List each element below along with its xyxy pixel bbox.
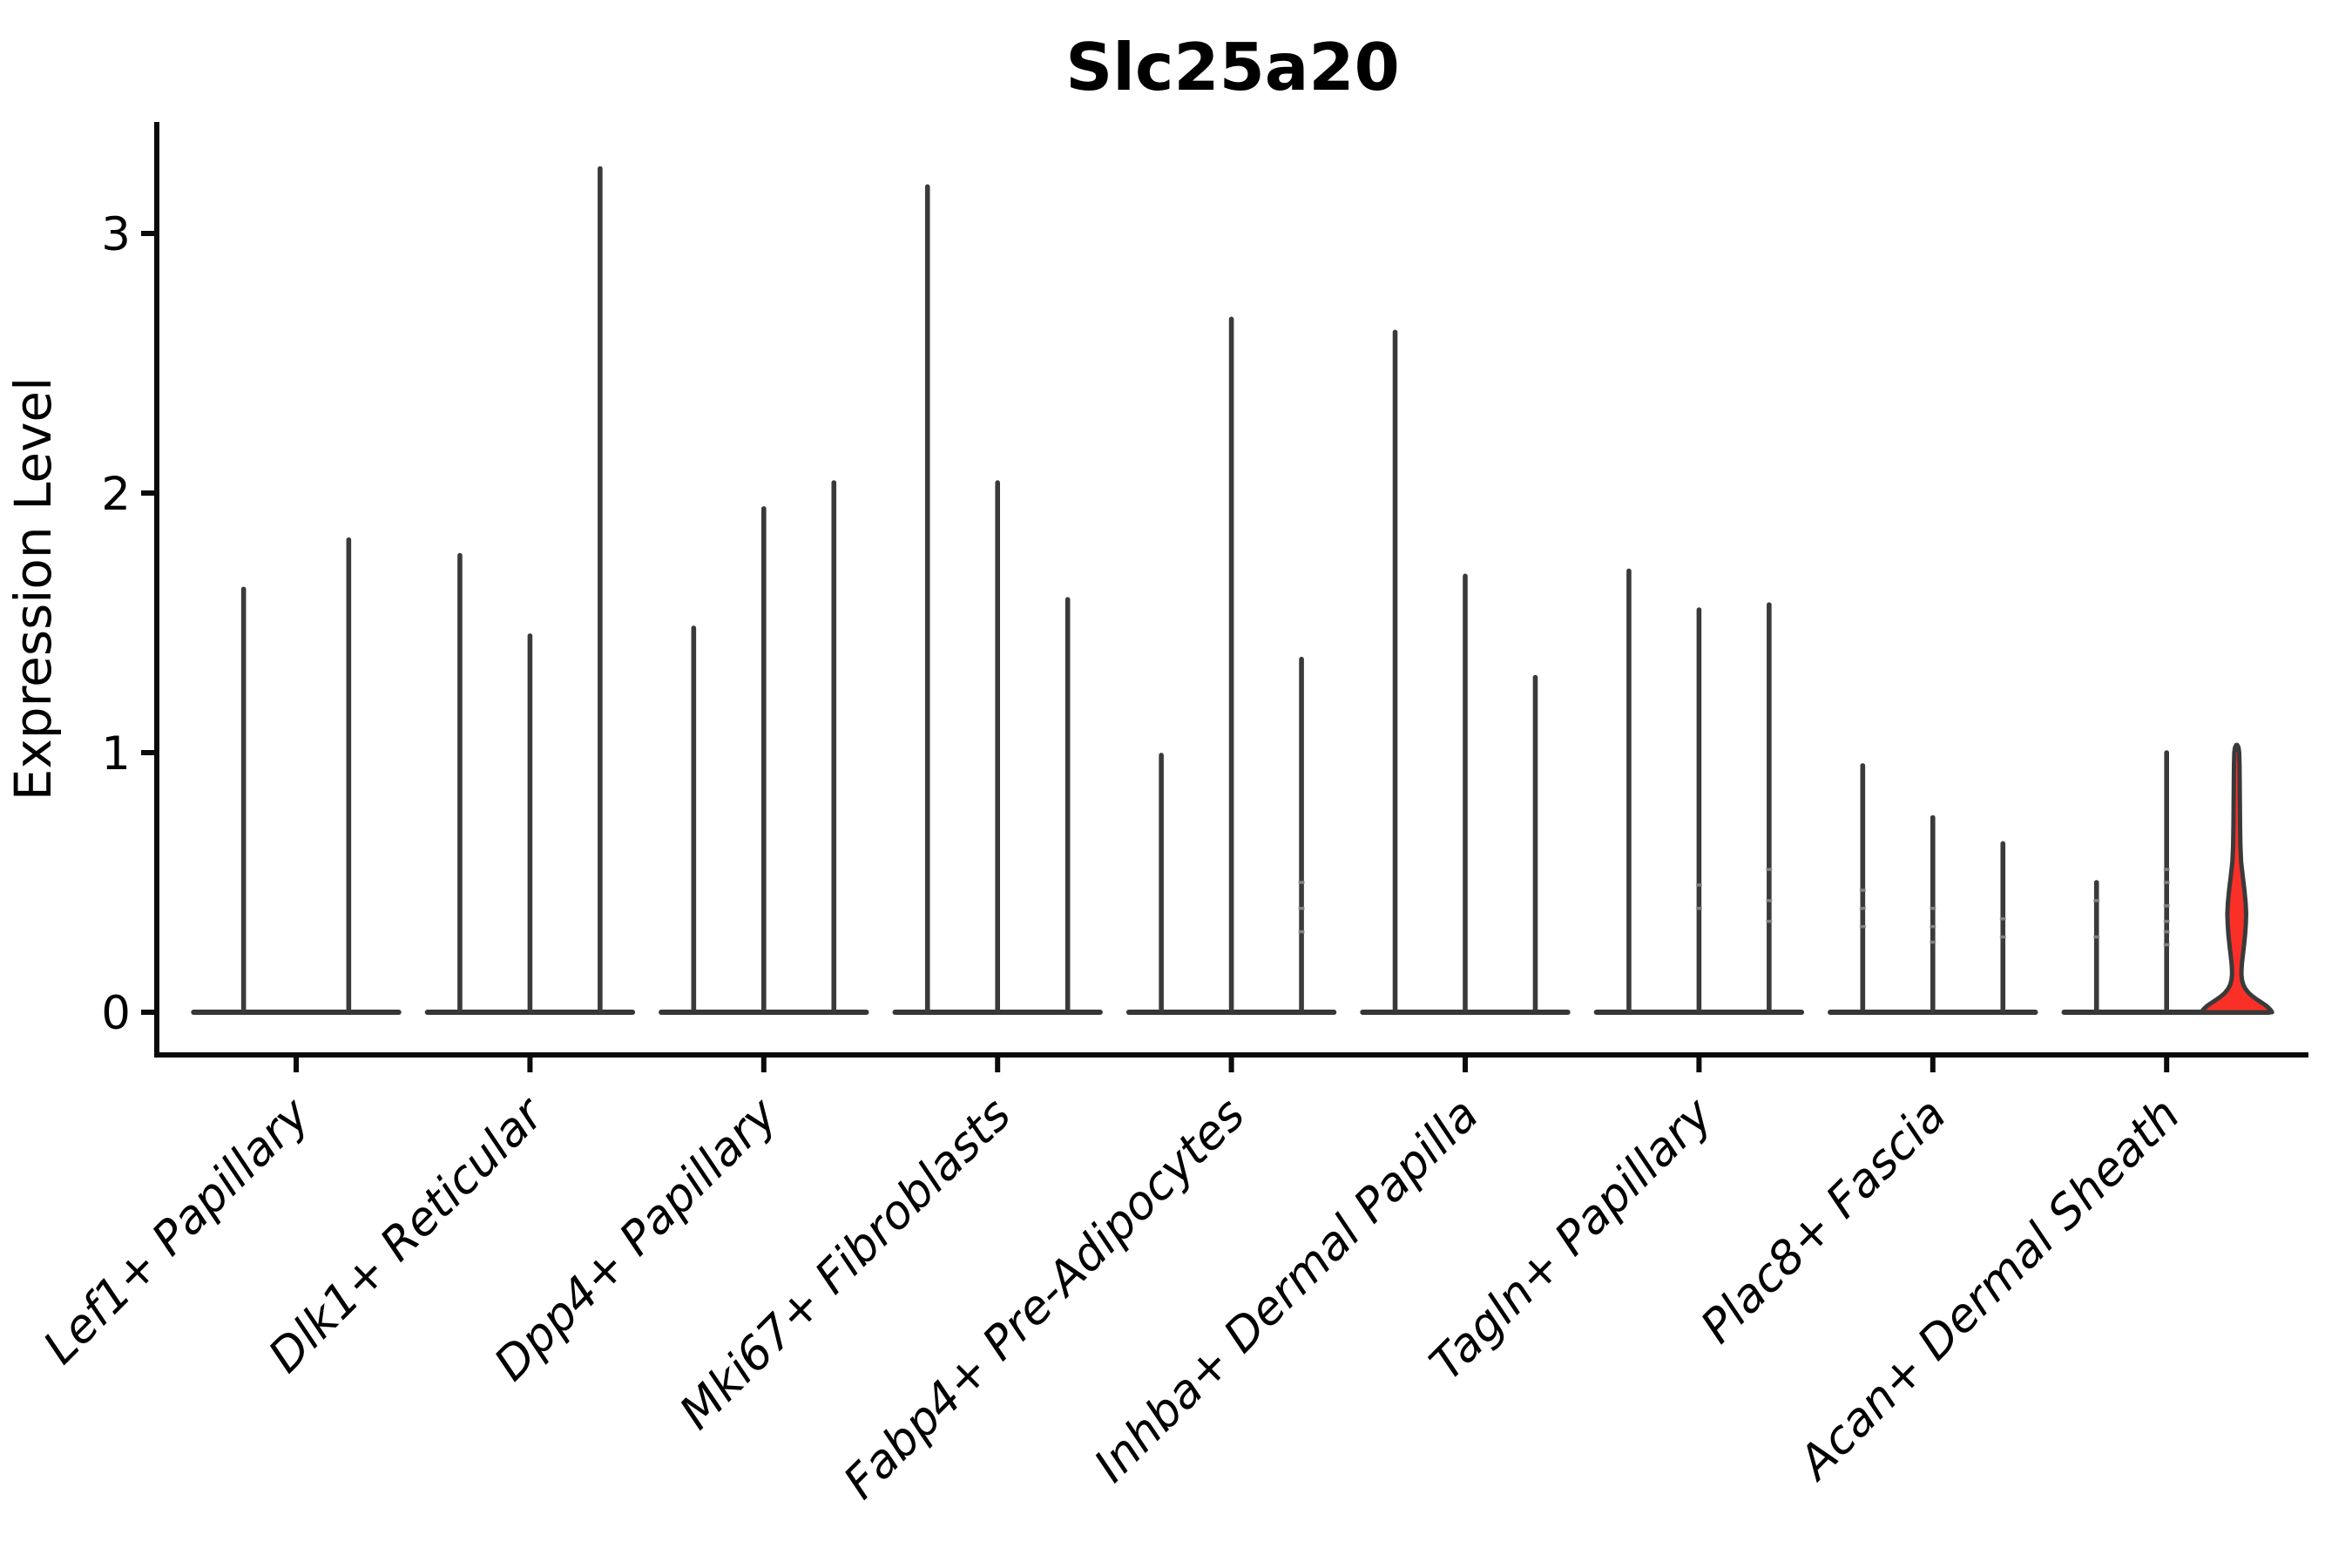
cell-point-mark xyxy=(2093,899,2100,902)
cell-point-mark xyxy=(1766,919,1773,923)
y-tick-label: 1 xyxy=(101,727,131,781)
cell-point-mark xyxy=(2163,881,2170,884)
cell-point-mark xyxy=(2093,935,2100,939)
cell-point-mark xyxy=(2163,919,2170,923)
cell-point-mark xyxy=(1695,883,1702,887)
cell-point-mark xyxy=(1298,907,1305,910)
violin-group-8 xyxy=(1828,763,2038,1015)
cell-point-mark xyxy=(1999,935,2006,939)
violin-group-3 xyxy=(659,480,869,1015)
y-axis-label: Expression Level xyxy=(3,377,63,801)
cell-point-mark xyxy=(2163,904,2170,908)
violin-group-9 xyxy=(2061,742,2274,1015)
violin-group-7 xyxy=(1593,568,1805,1015)
y-tick-label: 0 xyxy=(101,987,131,1040)
cell-point-mark xyxy=(2163,943,2170,947)
cell-point-mark xyxy=(1859,924,1866,929)
cell-point-mark xyxy=(2163,929,2170,934)
cell-point-mark xyxy=(1930,907,1936,910)
cell-point-mark xyxy=(1766,899,1773,902)
cell-point-mark xyxy=(2163,868,2170,871)
y-tick-label: 3 xyxy=(101,208,131,261)
cell-point-mark xyxy=(1930,924,1936,929)
cell-point-mark xyxy=(1298,881,1305,884)
cell-point-mark xyxy=(1298,929,1305,934)
violin-group-6 xyxy=(1360,329,1571,1015)
cell-point-mark xyxy=(1859,889,1866,892)
violin-group-4 xyxy=(892,184,1103,1015)
violin-group-5 xyxy=(1125,316,1337,1015)
chart-title: Slc25a20 xyxy=(1065,29,1400,105)
cell-point-mark xyxy=(1859,907,1866,910)
cell-point-mark xyxy=(1766,868,1773,871)
violin-group-1 xyxy=(191,537,402,1015)
cell-point-mark xyxy=(1930,940,1936,944)
cell-point-mark xyxy=(1695,907,1702,910)
y-tick-label: 2 xyxy=(101,468,131,521)
cell-point-mark xyxy=(1999,916,2006,921)
violin-group-2 xyxy=(424,166,636,1015)
plot-area xyxy=(191,166,2274,1015)
highlighted-violin xyxy=(2199,742,2274,1015)
